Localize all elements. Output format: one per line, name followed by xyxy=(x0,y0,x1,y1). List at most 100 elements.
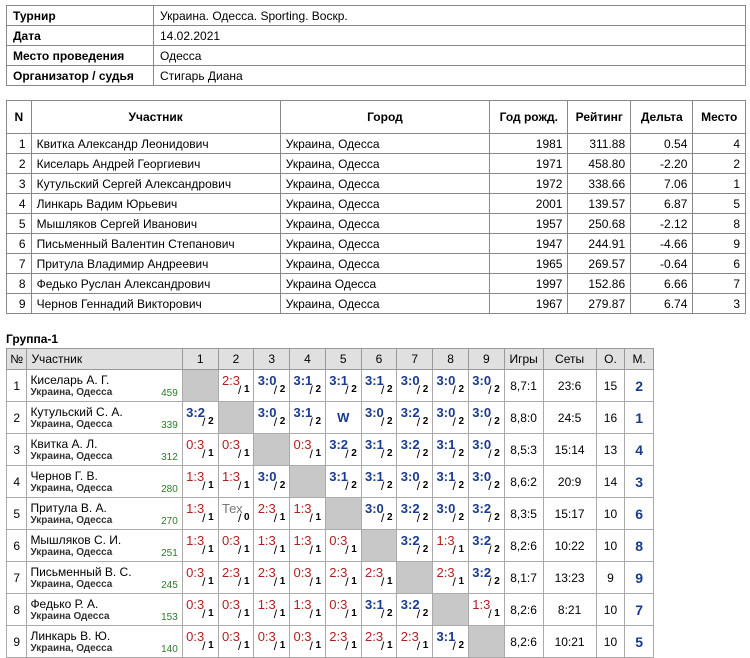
score-divider: / xyxy=(381,575,385,589)
group-participant: Линкарь В. Ю. Украина, Одесса 140 xyxy=(26,625,183,658)
match-points: 2 xyxy=(458,416,465,427)
match-cell: 3:0/2 xyxy=(432,369,469,402)
match-cell: 0:3/1 xyxy=(217,433,255,466)
participants-table: N Участник Город Год рожд. Рейтинг Дельта Мест… xyxy=(6,100,746,314)
table-row: 2 Киселарь Андрей Георгиевич Украина, Одес… xyxy=(6,153,746,174)
match-points: 1 xyxy=(315,576,322,587)
table-row: 8 Федько Руслан Александрович Украина Одес… xyxy=(6,273,746,294)
match-points: 1 xyxy=(208,480,214,491)
group-participant: Притула В. А. Украина, Одесса 270 xyxy=(26,497,183,530)
match-points: 2 xyxy=(279,480,286,491)
participants-header: Участник xyxy=(30,100,281,134)
match-score: 0:3 xyxy=(186,597,205,612)
match-score: 0:3 xyxy=(329,597,348,612)
score-divider: / xyxy=(237,479,242,493)
score-divider: / xyxy=(309,575,313,589)
match-score: 2:3 xyxy=(365,629,384,644)
match-points: 2 xyxy=(458,640,465,651)
match-points: 1 xyxy=(351,640,357,651)
match-result: 3:0/2 xyxy=(255,402,289,430)
table-row: 6 Письменный Валентин Степанович Украина, … xyxy=(6,233,746,254)
match-result: 0:3/1 xyxy=(290,562,324,590)
participants-cell: 279.87 xyxy=(567,293,632,314)
match-points: 2 xyxy=(279,416,286,427)
score-divider: / xyxy=(273,415,278,429)
match-score: 3:1 xyxy=(293,373,313,388)
diagonal-cell xyxy=(360,529,398,562)
group-games: 8,2:6 xyxy=(503,625,544,658)
group-header: 7 xyxy=(396,348,434,370)
score-divider: / xyxy=(381,415,385,429)
score-divider: / xyxy=(237,383,242,397)
group-row-number: 2 xyxy=(5,401,28,434)
player-name: Письменный В. С. xyxy=(30,565,132,579)
match-result: 2:3/1 xyxy=(219,370,253,398)
participants-cell: 2001 xyxy=(489,193,569,214)
participants-cell: Украина, Одесса xyxy=(279,173,491,194)
match-points: 2 xyxy=(422,512,429,523)
match-score: 3:1 xyxy=(436,437,456,452)
participants-header: Год рожд. xyxy=(489,100,569,134)
score-divider: / xyxy=(452,511,456,525)
match-points: 2 xyxy=(458,448,465,459)
participants-cell: -4.66 xyxy=(630,233,694,254)
match-score: 0:3 xyxy=(257,629,276,644)
match-result: 3:0/2 xyxy=(255,466,289,494)
participants-cell: 1997 xyxy=(489,273,569,294)
table-row: 3 Кутульский Сергей Александрович Украина,… xyxy=(6,173,746,194)
group-points: 13 xyxy=(595,433,626,466)
player-name: Квитка А. Л. xyxy=(30,437,98,451)
match-result: 0:3/1 xyxy=(183,594,217,622)
participants-cell: 6.66 xyxy=(630,273,694,294)
match-result: 3:0/2 xyxy=(469,434,503,462)
match-result: 1:3/1 xyxy=(183,466,217,494)
match-cell: 3:1/2 xyxy=(432,625,469,658)
group-row-number: 9 xyxy=(5,625,28,658)
participants-cell: 6.87 xyxy=(630,193,694,214)
match-points: 2 xyxy=(387,480,393,491)
player-rating: 270 xyxy=(161,516,178,527)
match-result: 3:1/2 xyxy=(434,466,468,494)
player-city: Украина, Одесса xyxy=(30,547,113,558)
match-cell: 1:3/1 xyxy=(432,529,469,562)
participants-cell: 338.66 xyxy=(567,173,632,194)
group-games: 8,2:6 xyxy=(503,593,544,626)
match-result: 0:3/1 xyxy=(290,626,324,654)
group-header: 1 xyxy=(181,348,219,370)
match-score: 3:0 xyxy=(257,405,277,420)
match-cell: 1:3/1 xyxy=(253,529,291,562)
info-row: Организатор / судья Стигарь Диана xyxy=(6,65,746,86)
score-divider: / xyxy=(309,383,313,397)
match-cell: 2:3/1 xyxy=(360,561,398,594)
table-row: 7 Письменный В. С. Украина, Одесса 245 0:3/1… xyxy=(5,561,654,594)
player-name: Линкарь В. Ю. xyxy=(30,629,111,643)
match-cell: 3:1/2 xyxy=(289,369,326,402)
match-result: 3:0/2 xyxy=(469,402,503,430)
diagonal-cell xyxy=(432,593,469,626)
match-points: 2 xyxy=(387,416,393,427)
player-rating: 251 xyxy=(161,548,178,559)
match-cell: 0:3/1 xyxy=(181,625,219,658)
score-divider: / xyxy=(202,415,206,429)
diagonal-cell xyxy=(396,561,434,594)
match-points: 1 xyxy=(243,576,250,587)
score-divider: / xyxy=(452,575,456,589)
match-cell: 3:0/2 xyxy=(396,465,434,498)
match-cell: 3:0/2 xyxy=(467,401,505,434)
group-sets: 20:9 xyxy=(542,465,597,498)
match-result: 2:3/1 xyxy=(219,562,253,590)
match-result: 3:1/2 xyxy=(362,434,396,462)
player-name: Мышляков С. И. xyxy=(30,533,122,547)
match-points: 1 xyxy=(208,576,214,587)
group-header: М. xyxy=(624,348,654,370)
participants-cell: 2 xyxy=(692,153,746,174)
info-value: 14.02.2021 xyxy=(153,25,746,46)
group-points: 10 xyxy=(595,593,626,626)
match-result: 3:1/2 xyxy=(326,370,360,398)
participants-cell: 3 xyxy=(6,173,32,194)
match-cell: 0:3/1 xyxy=(217,529,255,562)
match-score: 0:3 xyxy=(186,565,205,580)
match-result: 0:3/1 xyxy=(183,434,217,462)
group-row-number: 1 xyxy=(5,369,28,402)
match-cell: 0:3/1 xyxy=(324,593,362,626)
